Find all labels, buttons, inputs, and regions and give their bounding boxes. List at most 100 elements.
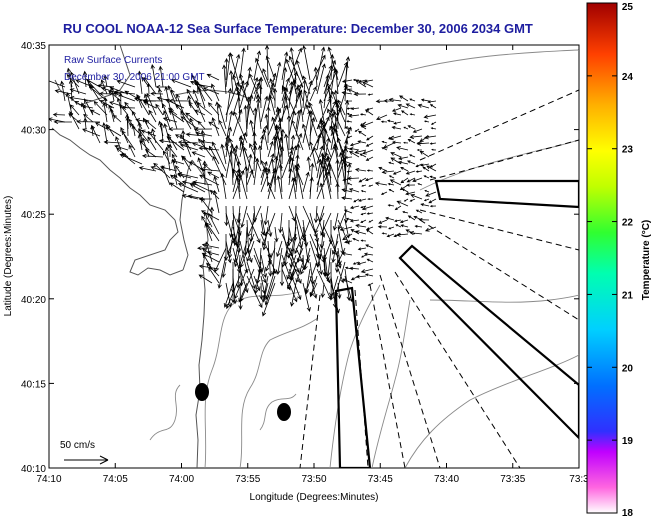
y-axis: 40:10 40:15 40:20 40:25 40:30 40:35 <box>21 41 579 475</box>
current-vector <box>408 154 416 158</box>
current-vector <box>208 145 220 165</box>
current-vector <box>279 262 285 287</box>
current-vector <box>90 109 101 116</box>
current-vector <box>416 148 422 152</box>
radial-line <box>419 89 579 161</box>
current-vector <box>281 149 293 179</box>
surface-current-vectors <box>49 45 437 317</box>
current-vector <box>403 141 409 144</box>
current-vector <box>402 210 409 214</box>
current-vector <box>309 162 315 200</box>
scale-arrow <box>64 455 109 465</box>
current-vector <box>204 222 213 242</box>
current-vector <box>194 109 206 116</box>
current-vector <box>168 126 185 132</box>
current-vector <box>331 240 339 255</box>
buoy-marker <box>195 383 209 401</box>
current-vector <box>256 268 262 284</box>
current-vector <box>243 146 255 179</box>
current-vector <box>429 175 437 179</box>
current-vector <box>417 183 423 186</box>
current-vector <box>276 175 283 200</box>
current-vector <box>356 261 367 266</box>
current-vector <box>153 162 171 179</box>
current-vector <box>417 103 430 109</box>
current-vector <box>346 120 353 123</box>
current-vector <box>246 96 251 130</box>
current-vector <box>147 136 157 151</box>
legend-line-1: Raw Surface Currents <box>64 55 162 66</box>
radar-beams <box>334 179 579 468</box>
current-vector <box>131 110 143 130</box>
current-vector <box>69 104 80 116</box>
current-vector <box>309 110 314 144</box>
current-vector <box>259 282 264 300</box>
current-vector <box>103 96 108 109</box>
current-vector <box>238 282 243 310</box>
current-vector <box>429 142 437 145</box>
current-vector <box>80 102 87 116</box>
current-vector <box>263 205 269 226</box>
radial-line <box>394 271 521 468</box>
current-vector <box>188 101 199 116</box>
current-vector <box>249 119 255 137</box>
current-vector <box>227 240 234 255</box>
current-vector <box>409 113 416 116</box>
contour-line <box>204 291 301 468</box>
y-axis-label: Latitude (Degrees:Minutes) <box>3 196 14 317</box>
current-vector <box>316 240 325 268</box>
current-vector <box>258 76 264 95</box>
x-tick-label: 73:35 <box>500 474 525 485</box>
current-vector <box>166 144 178 158</box>
current-vector <box>290 156 297 186</box>
current-vector <box>191 182 213 193</box>
current-vector <box>360 125 367 130</box>
current-vector <box>213 189 220 214</box>
current-vector <box>342 278 353 284</box>
y-tick-label: 40:15 <box>21 379 46 390</box>
current-vector <box>422 166 430 172</box>
current-vector <box>136 93 150 116</box>
current-vector <box>202 87 220 95</box>
current-vector <box>195 99 206 123</box>
current-vector <box>208 121 220 130</box>
current-vector <box>202 160 207 186</box>
x-tick-label: 74:00 <box>169 474 194 485</box>
current-vector <box>398 156 409 161</box>
current-vector <box>141 153 164 159</box>
current-vector <box>246 66 252 88</box>
current-vector <box>349 219 360 223</box>
current-vector <box>102 102 108 123</box>
current-vector <box>309 86 317 102</box>
current-vector <box>246 275 263 309</box>
current-vector <box>403 198 409 202</box>
current-vector <box>198 138 213 158</box>
current-vector <box>177 172 199 179</box>
current-vector <box>207 102 220 116</box>
contour-line <box>259 393 297 431</box>
current-vector <box>423 175 430 179</box>
x-tick-label: 73:55 <box>235 474 260 485</box>
current-vector <box>355 223 367 228</box>
current-vector <box>286 114 292 151</box>
colorbar <box>586 2 618 514</box>
current-vector <box>361 205 374 211</box>
current-vector <box>391 125 402 130</box>
current-vector <box>355 79 367 88</box>
current-vector <box>316 97 332 130</box>
current-vector <box>358 198 367 202</box>
current-vector <box>320 282 326 299</box>
current-vector <box>400 177 409 184</box>
current-vector <box>430 121 437 125</box>
current-vector <box>267 181 276 200</box>
current-vector <box>361 184 367 187</box>
current-vector <box>335 182 340 200</box>
current-vector <box>423 198 430 202</box>
current-vector <box>60 80 66 102</box>
x-tick-label: 73:50 <box>301 474 326 485</box>
current-vector <box>215 101 220 123</box>
current-vector <box>323 69 338 102</box>
current-vector <box>388 226 395 230</box>
current-vector <box>278 163 283 193</box>
current-vector <box>406 160 416 165</box>
